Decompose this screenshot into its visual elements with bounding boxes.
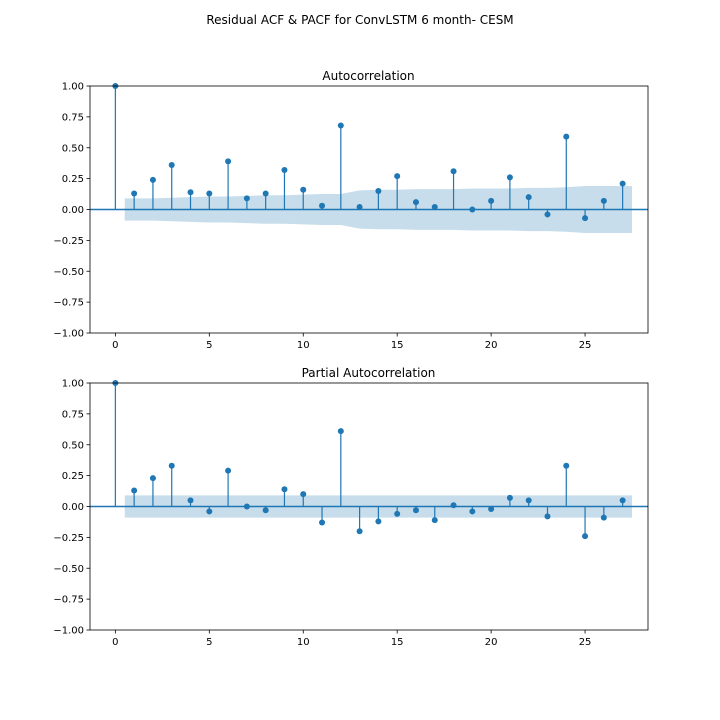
pacf-xtick-label: 10 bbox=[297, 637, 310, 648]
acf-point-lag-6 bbox=[225, 158, 232, 165]
acf-point-lag-27 bbox=[619, 180, 626, 187]
pacf-point-lag-15 bbox=[394, 510, 401, 517]
acf-point-lag-17 bbox=[431, 204, 438, 211]
pacf-point-lag-14 bbox=[375, 518, 382, 525]
acf-ytick-label: 0.25 bbox=[62, 174, 84, 185]
acf-xtick-label: 5 bbox=[206, 340, 212, 351]
pacf-point-lag-13 bbox=[356, 528, 363, 535]
acf-point-lag-7 bbox=[243, 195, 250, 202]
acf-point-lag-12 bbox=[337, 122, 344, 129]
pacf-point-lag-22 bbox=[525, 497, 532, 504]
pacf-xtick-label: 15 bbox=[391, 637, 404, 648]
acf-ytick-label: −0.50 bbox=[53, 267, 84, 278]
pacf-ytick-label: −0.75 bbox=[53, 595, 84, 606]
acf-point-lag-5 bbox=[206, 190, 213, 197]
pacf-point-lag-9 bbox=[281, 486, 288, 493]
pacf-point-lag-8 bbox=[262, 507, 269, 514]
figure-title: Residual ACF & PACF for ConvLSTM 6 month… bbox=[206, 13, 513, 27]
pacf-point-lag-5 bbox=[206, 508, 213, 515]
pacf-point-lag-19 bbox=[469, 508, 476, 515]
pacf-point-lag-4 bbox=[187, 497, 194, 504]
pacf-point-lag-6 bbox=[225, 467, 232, 474]
pacf-point-lag-27 bbox=[619, 497, 626, 504]
pacf-point-lag-25 bbox=[582, 533, 589, 540]
pacf-point-lag-12 bbox=[337, 428, 344, 435]
pacf-point-lag-26 bbox=[600, 514, 607, 521]
acf-point-lag-2 bbox=[149, 176, 156, 183]
acf-ytick-label: −0.75 bbox=[53, 298, 84, 309]
acf-point-lag-4 bbox=[187, 189, 194, 196]
acf-xtick-label: 15 bbox=[391, 340, 404, 351]
pacf-ytick-label: 0.00 bbox=[62, 502, 84, 513]
pacf-point-lag-2 bbox=[149, 475, 156, 482]
pacf-point-lag-11 bbox=[319, 519, 326, 526]
pacf-point-lag-21 bbox=[506, 494, 513, 501]
pacf-point-lag-23 bbox=[544, 513, 551, 520]
pacf-ytick-label: −0.50 bbox=[53, 564, 84, 575]
pacf-xtick-label: 0 bbox=[112, 637, 118, 648]
acf-point-lag-25 bbox=[582, 215, 589, 222]
acf-xtick-label: 10 bbox=[297, 340, 310, 351]
acf-point-lag-23 bbox=[544, 211, 551, 218]
pacf-xtick-label: 20 bbox=[485, 637, 498, 648]
acf-point-lag-22 bbox=[525, 194, 532, 201]
pacf-point-lag-1 bbox=[131, 487, 138, 494]
acf-point-lag-19 bbox=[469, 206, 476, 213]
pacf-point-lag-18 bbox=[450, 502, 457, 509]
pacf-ytick-label: −0.25 bbox=[53, 533, 84, 544]
acf-xtick-label: 20 bbox=[485, 340, 498, 351]
pacf-panel: Partial Autocorrelation −1.00 −0.75 −0.50 −… bbox=[53, 366, 649, 648]
acf-point-lag-21 bbox=[506, 174, 513, 181]
pacf-ytick-label: 0.25 bbox=[62, 471, 84, 482]
acf-point-lag-1 bbox=[131, 190, 138, 197]
pacf-ytick-label: −1.00 bbox=[53, 626, 84, 637]
acf-point-lag-11 bbox=[319, 202, 326, 209]
acf-point-lag-20 bbox=[488, 197, 495, 204]
pacf-ytick-label: 0.50 bbox=[62, 440, 84, 451]
pacf-point-lag-16 bbox=[412, 507, 419, 514]
acf-xtick-label: 0 bbox=[112, 340, 118, 351]
acf-point-lag-24 bbox=[563, 133, 570, 140]
acf-point-lag-26 bbox=[600, 197, 607, 204]
acf-ytick-label: 1.00 bbox=[62, 82, 84, 93]
pacf-title: Partial Autocorrelation bbox=[302, 366, 436, 380]
pacf-ytick-label: 1.00 bbox=[62, 379, 84, 390]
acf-point-lag-16 bbox=[412, 199, 419, 206]
pacf-point-lag-10 bbox=[300, 491, 307, 498]
acf-point-lag-13 bbox=[356, 204, 363, 211]
acf-point-lag-3 bbox=[168, 162, 175, 169]
pacf-point-lag-17 bbox=[431, 517, 438, 524]
acf-ytick-label: 0.00 bbox=[62, 205, 84, 216]
pacf-point-lag-7 bbox=[243, 503, 250, 510]
acf-point-lag-8 bbox=[262, 190, 269, 197]
acf-xtick-label: 25 bbox=[579, 340, 592, 351]
acf-ytick-label: −1.00 bbox=[53, 329, 84, 340]
pacf-point-lag-20 bbox=[488, 505, 495, 512]
acf-panel: Autocorrelation −1.00 −0.75 −0.50 −0.25 0.00… bbox=[53, 69, 649, 351]
acf-point-lag-14 bbox=[375, 187, 382, 194]
acf-point-lag-10 bbox=[300, 186, 307, 193]
acf-point-lag-9 bbox=[281, 166, 288, 173]
pacf-xtick-label: 25 bbox=[579, 637, 592, 648]
acf-title: Autocorrelation bbox=[322, 69, 414, 83]
pacf-point-lag-3 bbox=[168, 462, 175, 469]
acf-ytick-label: 0.75 bbox=[62, 112, 84, 123]
pacf-xtick-label: 5 bbox=[206, 637, 212, 648]
acf-ytick-label: −0.25 bbox=[53, 236, 84, 247]
acf-ytick-label: 0.50 bbox=[62, 143, 84, 154]
pacf-ytick-label: 0.75 bbox=[62, 409, 84, 420]
acf-point-lag-15 bbox=[394, 173, 401, 180]
acf-point-lag-18 bbox=[450, 168, 457, 175]
pacf-point-lag-24 bbox=[563, 462, 570, 469]
